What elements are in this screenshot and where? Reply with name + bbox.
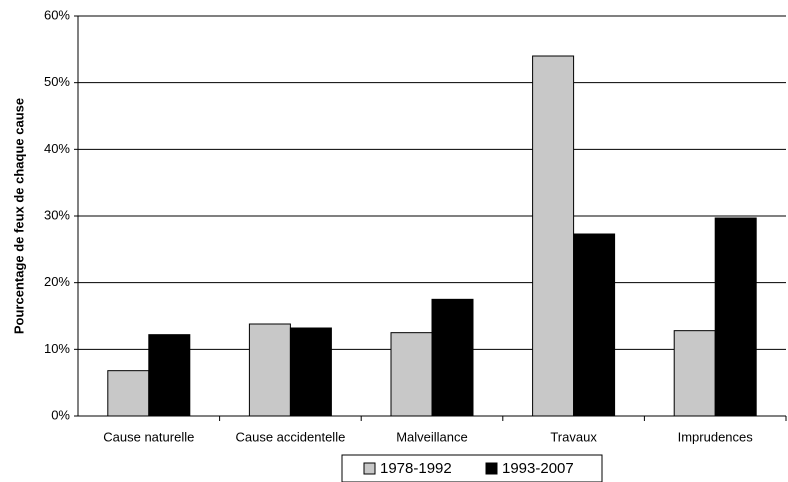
x-tick-label: Cause naturelle xyxy=(103,429,194,444)
bar xyxy=(390,332,433,417)
bar xyxy=(573,233,616,417)
y-tick-label: 60% xyxy=(44,7,70,22)
legend-box xyxy=(341,454,603,482)
bar xyxy=(431,298,474,417)
bar xyxy=(148,334,191,417)
y-tick-label: 30% xyxy=(44,207,70,222)
y-tick-label: 20% xyxy=(44,274,70,289)
y-tick-label: 50% xyxy=(44,74,70,89)
y-axis-title: Pourcentage de feux de chaque cause xyxy=(11,98,26,334)
bar xyxy=(714,217,757,417)
x-tick-label: Imprudences xyxy=(678,429,754,444)
legend-swatch xyxy=(363,462,376,475)
x-tick-label: Travaux xyxy=(550,429,597,444)
legend-label: 1978-1992 xyxy=(380,460,452,477)
bar xyxy=(673,330,716,417)
bar xyxy=(107,370,150,417)
x-tick-label: Cause accidentelle xyxy=(235,429,345,444)
y-tick-label: 40% xyxy=(44,141,70,156)
bar xyxy=(532,55,575,417)
y-tick-label: 0% xyxy=(51,407,70,422)
bar xyxy=(248,323,291,417)
legend-label: 1993-2007 xyxy=(502,460,574,477)
x-tick-label: Malveillance xyxy=(396,429,468,444)
y-tick-label: 10% xyxy=(44,341,70,356)
bar xyxy=(289,327,332,417)
legend-swatch xyxy=(485,462,498,475)
